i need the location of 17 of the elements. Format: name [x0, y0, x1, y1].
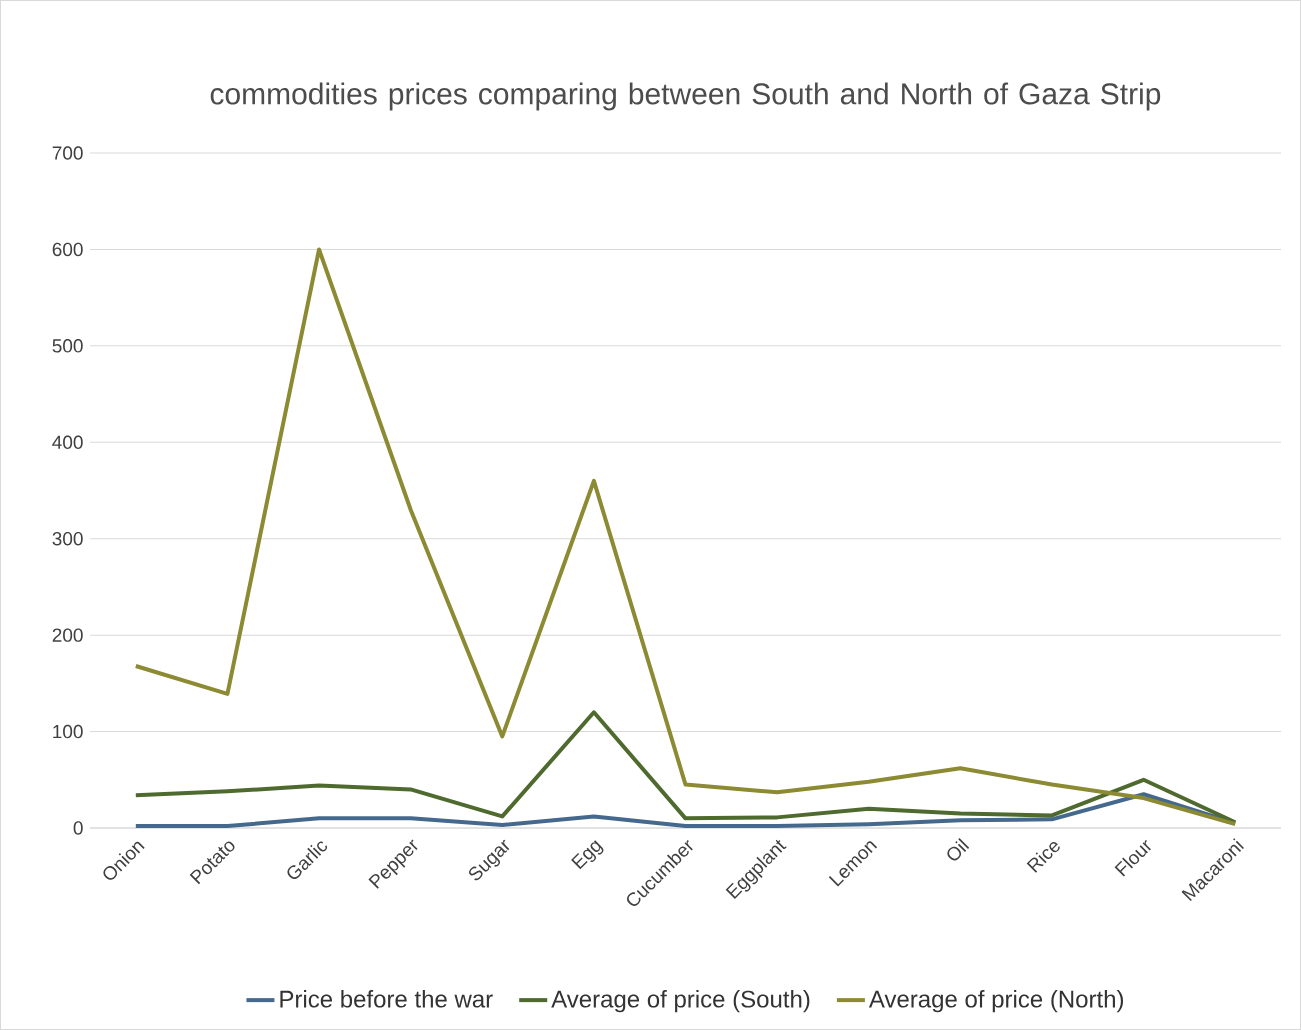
chart-title: commodities prices comparing between South and North of Gaza Strip: [210, 82, 1161, 111]
x-tick-label: Oil: [947, 838, 970, 861]
y-tick-label: 200: [52, 628, 83, 642]
x-tick-label: Egg: [571, 840, 604, 870]
line-series: [133, 710, 1238, 825]
legend-label: Price before the war: [280, 989, 493, 1008]
y-tick-label: 0: [73, 821, 83, 835]
y-tick-label: 600: [52, 242, 83, 257]
y-tick-label: 100: [53, 724, 83, 739]
line-series: [133, 247, 1238, 827]
y-tick-label: 700: [52, 146, 83, 160]
x-tick-label: Rice: [1026, 842, 1060, 873]
y-tick-label: 500: [52, 339, 83, 353]
y-tick-label: 300: [52, 531, 83, 546]
legend-label: Average of price (North): [868, 989, 1124, 1013]
y-tick-label: 400: [52, 435, 83, 449]
legend-label: Average of price (South): [551, 989, 810, 1013]
